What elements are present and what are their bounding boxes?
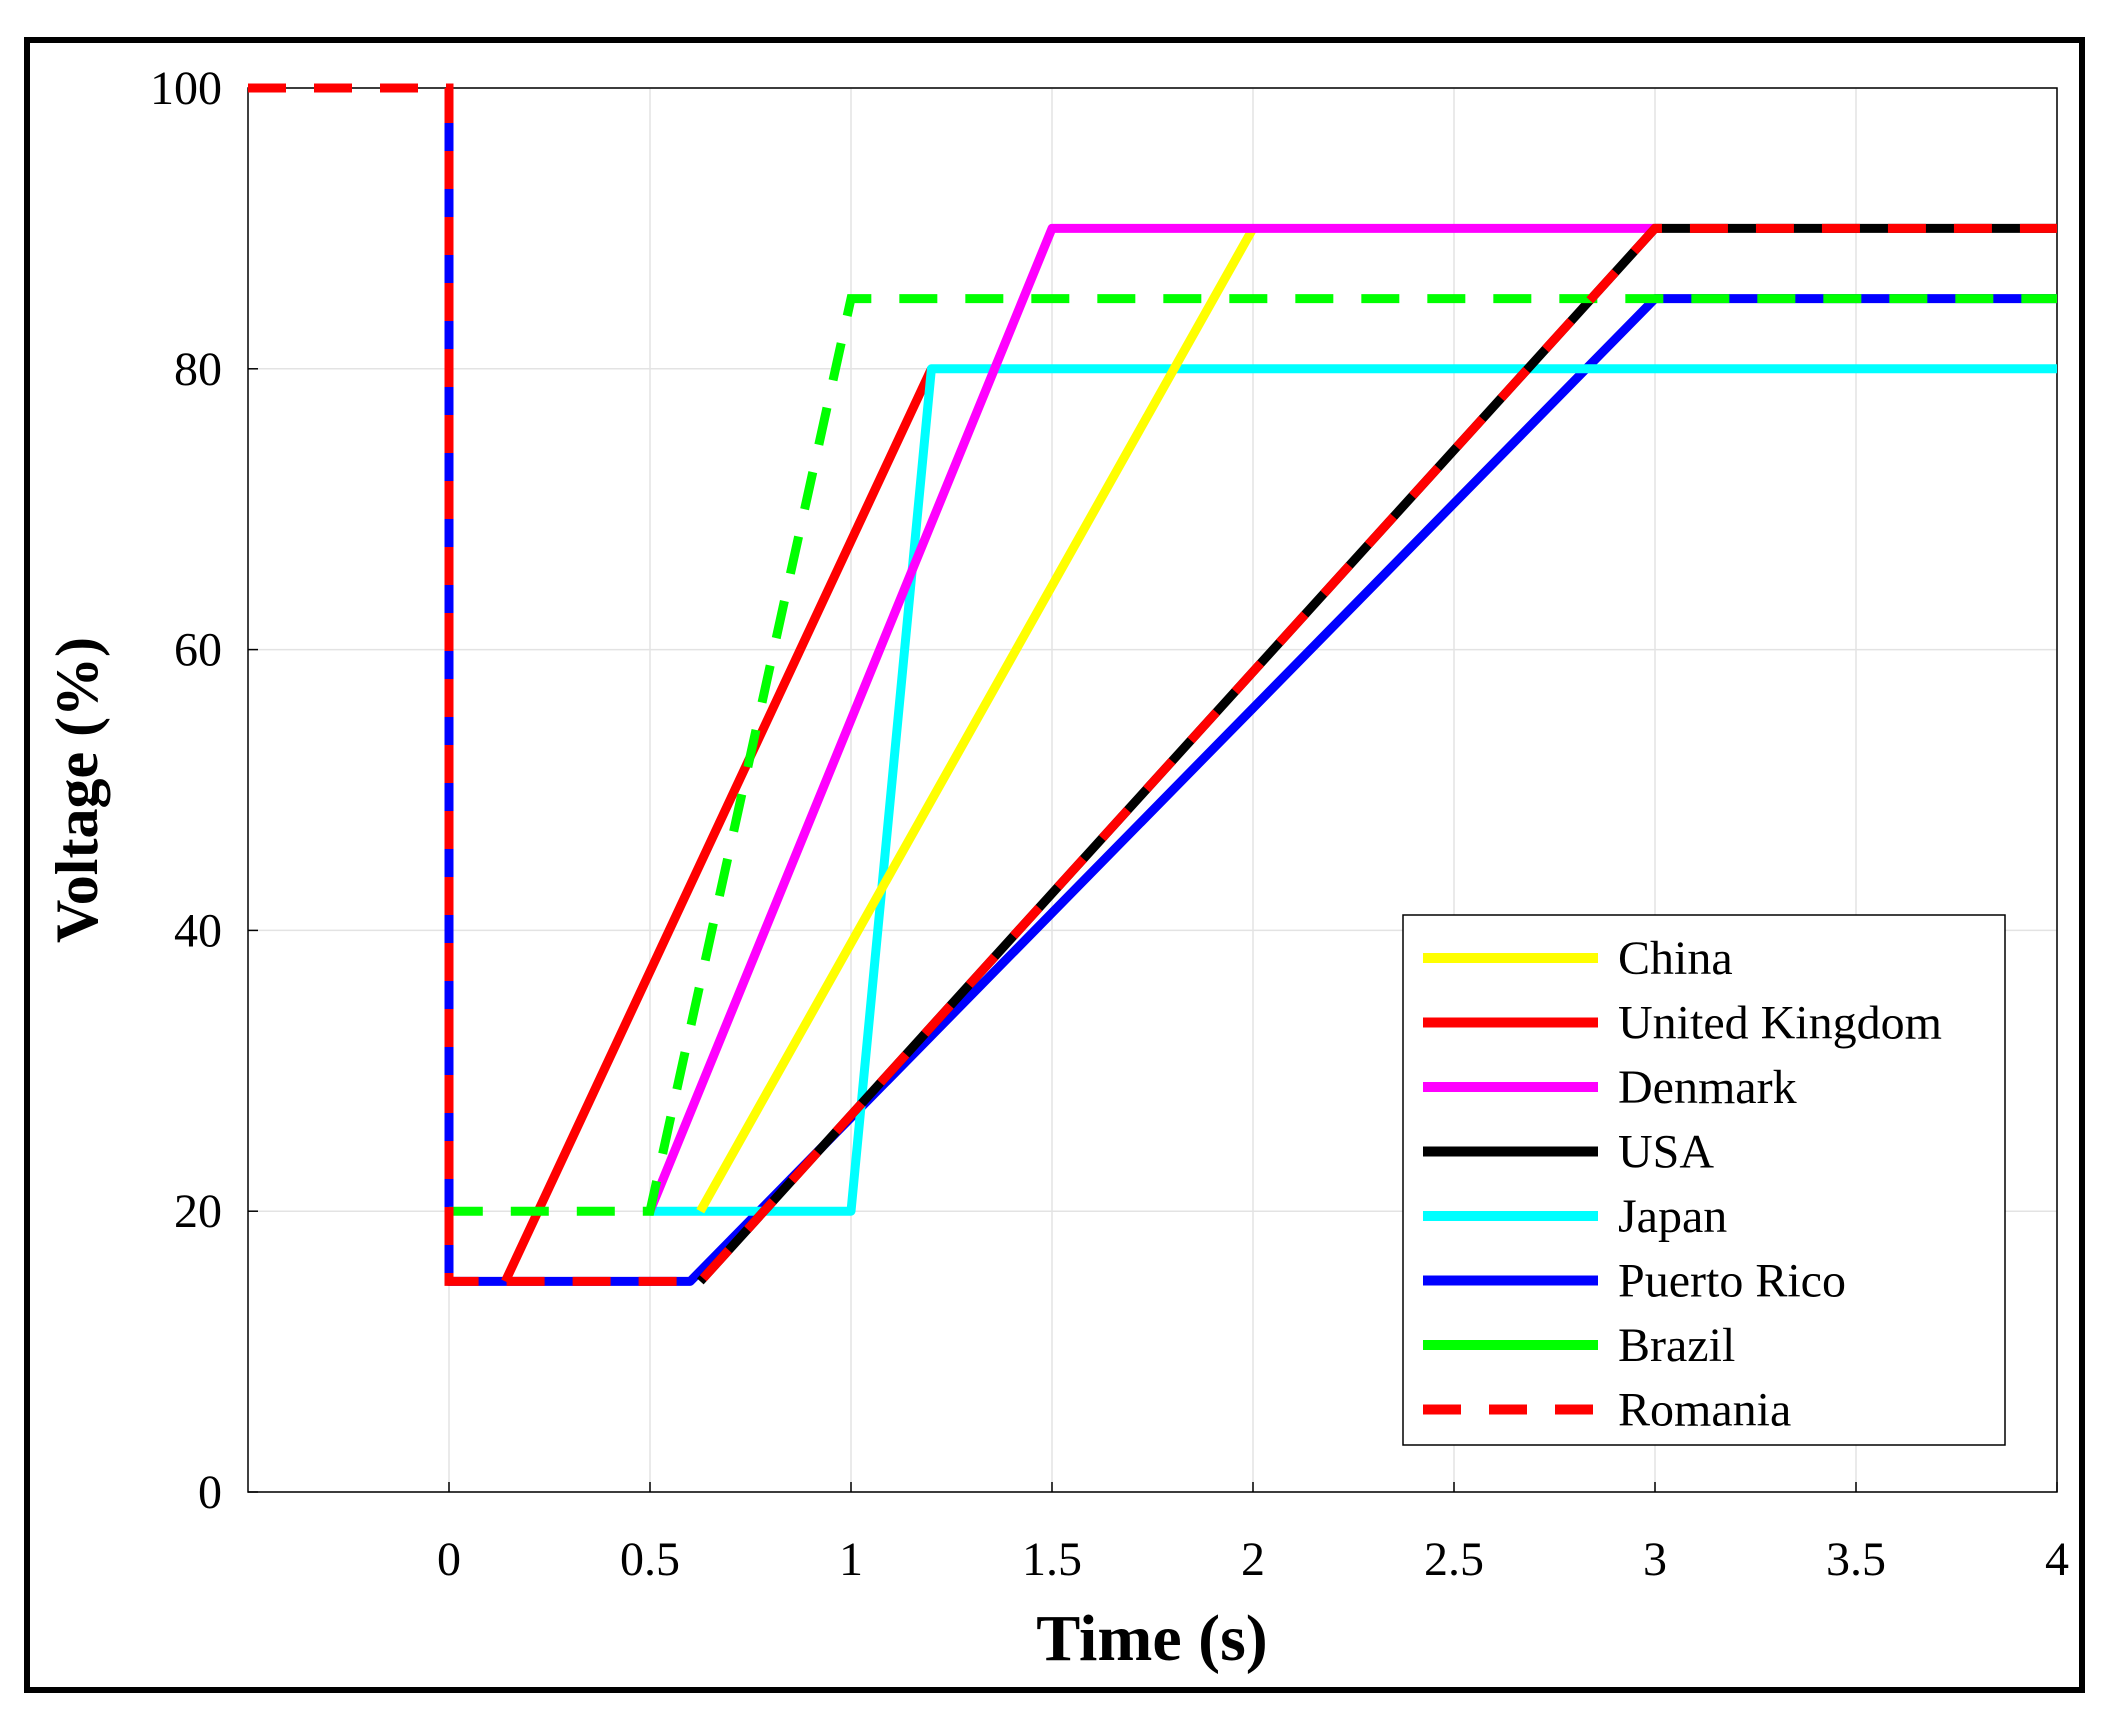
series-line-china	[696, 226, 1257, 1214]
series-line-japan	[650, 364, 2057, 1216]
y-tick-label: 80	[174, 343, 222, 396]
legend-label-puerto-rico: Puerto Rico	[1618, 1255, 1846, 1308]
legend-label-usa: USA	[1618, 1126, 1714, 1179]
x-tick-label: 2.5	[1424, 1533, 1484, 1586]
x-tick-label: 4	[2045, 1533, 2069, 1586]
legend-label-denmark: Denmark	[1618, 1061, 1797, 1114]
legend-label-china: China	[1618, 932, 1733, 985]
x-tick-label: 3.5	[1826, 1533, 1886, 1586]
x-tick-label: 2	[1241, 1533, 1265, 1586]
x-tick-label: 3	[1643, 1533, 1667, 1586]
x-tick-label: 0.5	[620, 1533, 680, 1586]
legend-box	[1402, 914, 2006, 1446]
series-line-united-kingdom	[501, 366, 936, 1284]
y-tick-label: 20	[174, 1185, 222, 1238]
x-tick-label: 1	[839, 1533, 863, 1586]
legend-label-japan: Japan	[1618, 1190, 1727, 1243]
series-line-denmark	[645, 223, 1655, 1213]
legend-label-romania: Romania	[1618, 1384, 1791, 1437]
x-tick-label: 1.5	[1022, 1533, 1082, 1586]
y-tick-label: 60	[174, 624, 222, 677]
legend-label-united-kingdom: United Kingdom	[1618, 997, 1942, 1050]
plot-area-border	[247, 87, 2058, 1493]
y-axis-label: Voltage (%)	[44, 637, 110, 943]
legend-label-brazil: Brazil	[1618, 1319, 1735, 1372]
y-tick-label: 40	[174, 904, 222, 957]
series-line-romania	[248, 83, 2057, 1286]
y-tick-label: 0	[198, 1466, 222, 1519]
legend: China United Kingdom Denmark USA Japan Puerto…	[1402, 914, 2006, 1446]
series-lines	[248, 83, 2057, 1286]
x-tick-label: 0	[437, 1533, 461, 1586]
y-tick-label: 100	[150, 62, 222, 115]
x-axis-label: Time (s)	[1036, 1602, 1268, 1675]
